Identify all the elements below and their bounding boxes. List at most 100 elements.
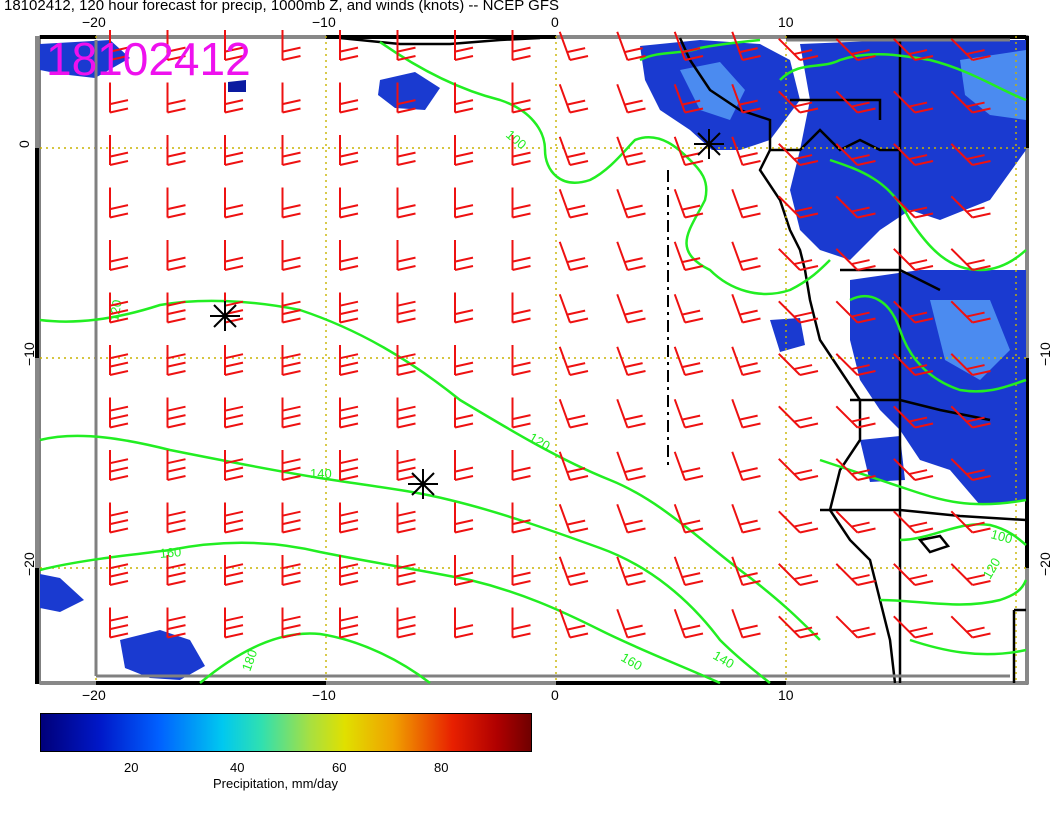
wind-barb-feather (624, 204, 643, 211)
wind-barb-feather (742, 632, 761, 639)
wind-barb-feather (908, 154, 928, 161)
wind-barb-feather (282, 370, 301, 376)
wind-barb-feather (224, 615, 244, 622)
wind-barb-feather (851, 101, 870, 108)
wind-barb-feather (109, 99, 129, 106)
wind-barb-feather (454, 265, 474, 271)
wind-barb-feather (397, 353, 416, 360)
height-contours (39, 38, 1028, 685)
wind-barb-feather (282, 405, 301, 412)
wind-barb-feather (681, 257, 701, 264)
wind-barb-feather (339, 527, 359, 534)
wind-barb-feather (167, 370, 186, 376)
wind-barb-feather (857, 212, 876, 219)
wind-barb-feather (109, 632, 129, 639)
wind-barb-feather (454, 422, 474, 429)
wind-barb-feather (512, 317, 531, 324)
wind-barb (835, 248, 859, 271)
wind-barb-feather (167, 46, 186, 53)
wind-barb-feather (627, 265, 646, 271)
wind-barb-feather (512, 151, 531, 158)
wind-barb (950, 458, 974, 481)
precip-colorbar (40, 713, 532, 752)
wind-barb-feather (454, 46, 474, 53)
wind-barb-feather (454, 414, 474, 421)
wind-barb-feather (742, 527, 761, 534)
wind-barb-feather (566, 362, 586, 369)
wind-barb (616, 346, 629, 376)
wind-barb-feather (512, 46, 531, 53)
wind-barb (893, 405, 916, 429)
wind-barb-feather (454, 632, 474, 639)
wind-barb-feather (282, 212, 301, 219)
wind-barb-feather (566, 519, 586, 526)
wind-barb (616, 83, 629, 113)
wind-barb-feather (799, 580, 819, 586)
wind-barb-feather (339, 405, 359, 412)
wind-barb-feather (972, 317, 991, 324)
wind-barb-feather (624, 257, 643, 264)
wind-barb-feather (624, 519, 643, 526)
wind-barb-feather (109, 580, 129, 586)
wind-barb-feather (512, 571, 531, 578)
wind-barb-feather (914, 527, 934, 534)
wind-barb-feather (512, 160, 531, 166)
wind-barb (673, 188, 686, 218)
wind-barb-feather (972, 527, 991, 534)
lon-tick-top: −10 (312, 14, 336, 30)
wind-barb-feather (793, 574, 813, 581)
wind-barb-feather (793, 469, 813, 476)
wind-barb (558, 136, 571, 166)
wind-barb-feather (569, 107, 589, 114)
wind-barb-feather (282, 99, 301, 106)
wind-barb-feather (684, 370, 704, 376)
wind-barb (731, 451, 744, 481)
wind-barb-feather (109, 204, 129, 211)
wind-barb-feather (739, 152, 758, 159)
lon-tick-top: 10 (778, 14, 794, 30)
wind-barb-feather (109, 624, 129, 631)
wind-barb-feather (282, 46, 301, 53)
wind-barb-feather (684, 212, 704, 219)
wind-barb-feather (799, 317, 819, 324)
wind-barb (778, 405, 801, 429)
wind-barb-feather (339, 317, 359, 324)
wind-barb-feather (167, 256, 186, 263)
wind-barb (835, 563, 859, 586)
wind-barb-feather (512, 361, 531, 368)
wind-barb (950, 248, 974, 271)
wind-barb-feather (684, 265, 704, 271)
wind-barb-feather (397, 405, 416, 412)
wind-barb-feather (742, 107, 761, 114)
wind-barb-feather (857, 422, 876, 429)
wind-barb-feather (167, 632, 186, 639)
wind-barb (778, 563, 801, 586)
wind-barb-feather (799, 475, 819, 481)
wind-barb-feather (339, 204, 359, 211)
wind-barb (835, 615, 859, 639)
wind-barb-feather (109, 563, 129, 570)
wind-barb-feather (167, 212, 186, 219)
wind-barb-feather (224, 466, 244, 473)
wind-barb-feather (566, 47, 586, 54)
wind-barb-feather (799, 422, 819, 429)
wind-barb-feather (109, 571, 129, 578)
wind-barb-feather (908, 521, 928, 528)
wind-barb-feather (454, 466, 474, 473)
wind-barb-feather (566, 414, 586, 421)
wind-barb-feather (569, 580, 589, 586)
wind-barb-feather (739, 414, 758, 421)
wind-barb (950, 353, 974, 376)
wind-barb-feather (454, 204, 474, 211)
wind-barb-feather (972, 160, 991, 166)
wind-barb-feather (857, 55, 876, 61)
wind-barb-feather (972, 580, 991, 586)
wind-barb (616, 188, 629, 218)
wind-barb-feather (282, 624, 301, 631)
wind-barb-feather (454, 624, 474, 631)
wind-barb-feather (397, 212, 416, 219)
wind-barb-feather (914, 370, 934, 376)
wind-barb-feather (397, 510, 416, 517)
wind-barb-feather (109, 510, 129, 517)
